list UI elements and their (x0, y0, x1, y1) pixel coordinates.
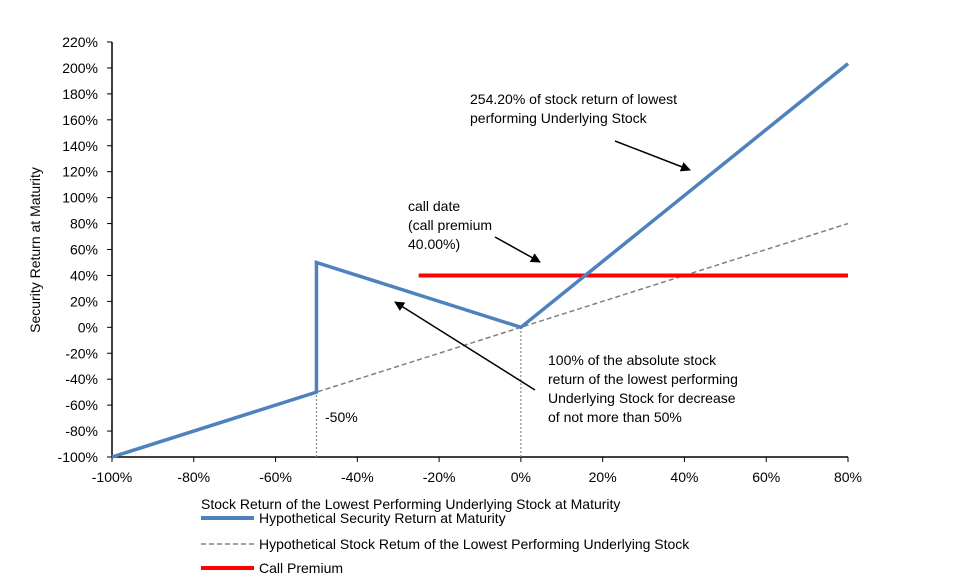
annotation-downside: of not more than 50% (548, 409, 682, 425)
y-tick-label: -40% (65, 371, 98, 387)
x-tick-label: -80% (177, 469, 210, 485)
x-tick-label: 40% (670, 469, 698, 485)
arrow-upside (614, 140, 691, 172)
y-tick-label: -60% (65, 397, 98, 413)
y-tick-label: -100% (58, 449, 98, 465)
y-tick-label: -20% (65, 345, 98, 361)
y-tick-label: -80% (65, 423, 98, 439)
y-tick-label: 40% (70, 267, 98, 283)
annotation-call: 40.00%) (408, 236, 460, 252)
legend-label: Call Premium (259, 560, 343, 576)
y-tick-label: 160% (62, 112, 98, 128)
y-tick-label: 80% (70, 216, 98, 232)
x-tick-label: -60% (259, 469, 292, 485)
y-tick-label: 0% (78, 319, 98, 335)
annotation-upside: performing Underlying Stock (470, 110, 648, 126)
annotation-downside: 100% of the absolute stock (548, 352, 717, 368)
x-tick-label: -40% (341, 469, 374, 485)
series-line-0 (111, 62, 850, 459)
y-tick-label: 120% (62, 164, 98, 180)
y-tick-label: 200% (62, 60, 98, 76)
legend-label: Hypothetical Stock Retum of the Lowest P… (259, 536, 690, 552)
y-tick-label: 100% (62, 190, 98, 206)
x-tick-label: -100% (92, 469, 132, 485)
x-tick-label: 20% (589, 469, 617, 485)
annotation-call: (call premium (408, 217, 492, 233)
legend-label: Hypothetical Security Return at Maturity (259, 510, 506, 526)
arrow-call (494, 236, 541, 263)
y-tick-label: 140% (62, 138, 98, 154)
annotation-downside: return of the lowest performing (548, 371, 738, 387)
y-axis-title: Security Return at Maturity (27, 167, 43, 333)
x-tick-label: 60% (752, 469, 780, 485)
arrow-downside (394, 301, 536, 391)
x-tick-label: 80% (834, 469, 862, 485)
x-tick-label: 0% (511, 469, 531, 485)
y-tick-label: 20% (70, 293, 98, 309)
y-tick-label: 180% (62, 86, 98, 102)
annotation-call: call date (408, 198, 460, 214)
y-tick-label: 220% (62, 34, 98, 50)
annotation-downside: Underlying Stock for decrease (548, 390, 736, 406)
x-tick-label: -20% (423, 469, 456, 485)
y-tick-label: 60% (70, 242, 98, 258)
annotation-minus50: -50% (325, 409, 358, 425)
annotation-upside: 254.20% of stock return of lowest (470, 91, 677, 107)
x-axis-title: Stock Return of the Lowest Performing Un… (201, 496, 620, 512)
